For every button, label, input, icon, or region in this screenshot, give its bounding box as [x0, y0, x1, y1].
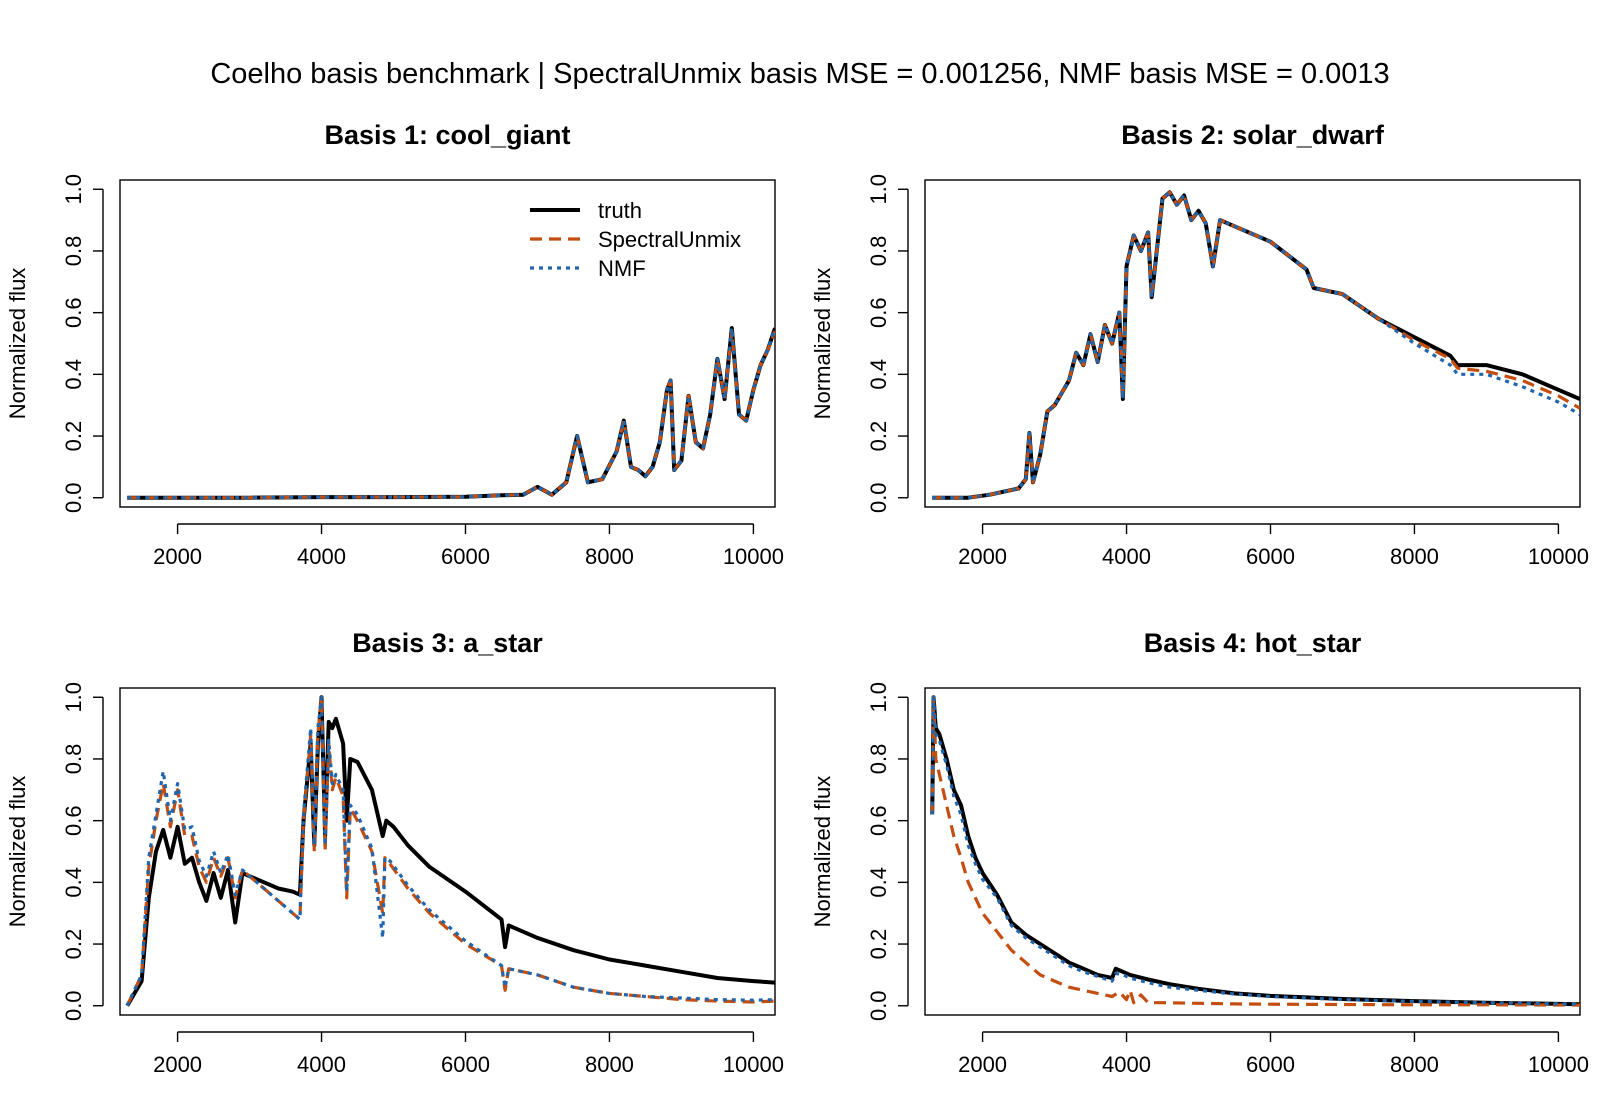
x-tick-label: 8000 [585, 1052, 634, 1077]
x-tick-label: 10000 [1528, 544, 1589, 569]
panel-title: Basis 4: hot_star [1144, 628, 1362, 658]
x-tick-label: 6000 [1246, 544, 1295, 569]
y-tick-label: 0.8 [61, 236, 86, 267]
y-tick-label: 0.0 [61, 990, 86, 1021]
x-tick-label: 6000 [441, 544, 490, 569]
y-tick-label: 0.8 [866, 236, 891, 267]
series-line-nmf [125, 695, 775, 1007]
y-tick-label: 0.6 [61, 297, 86, 328]
x-tick-label: 6000 [1246, 1052, 1295, 1077]
x-tick-label: 2000 [153, 1052, 202, 1077]
y-tick-label: 0.2 [61, 929, 86, 960]
plot-frame [119, 687, 776, 1016]
series-line-spectralunmix [127, 329, 775, 500]
y-axis-label: Normalized flux [810, 776, 835, 928]
series-line-nmf [932, 190, 1580, 500]
y-tick-label: 0.0 [866, 482, 891, 513]
x-tick-label: 10000 [723, 544, 784, 569]
x-tick-label: 10000 [1528, 1052, 1589, 1077]
x-tick-label: 4000 [1102, 544, 1151, 569]
series-line-spectralunmix [930, 695, 1580, 1007]
x-tick-label: 10000 [723, 1052, 784, 1077]
legend-label: truth [598, 198, 642, 223]
y-axis-label: Normalized flux [5, 776, 30, 928]
y-tick-label: 0.4 [61, 867, 86, 898]
panel-1: Basis 1: cool_giant 2000 4000 6000 8000 10000… [5, 120, 784, 569]
x-tick-label: 8000 [1390, 544, 1439, 569]
y-tick-label: 0.2 [61, 421, 86, 452]
y-tick-label: 1.0 [866, 174, 891, 205]
y-tick-label: 0.4 [866, 359, 891, 390]
panel-3: Basis 3: a_star 2000 4000 6000 8000 10000 0.0 0… [5, 628, 784, 1077]
panel-4: Basis 4: hot_star 2000 4000 6000 8000 10000 0.… [810, 628, 1589, 1077]
y-tick-label: 0.0 [866, 990, 891, 1021]
y-tick-label: 1.0 [61, 174, 86, 205]
figure-suptitle: Coelho basis benchmark | SpectralUnmix b… [210, 58, 1389, 90]
series-line-spectralunmix [125, 695, 775, 1007]
x-tick-label: 8000 [585, 544, 634, 569]
panel-title: Basis 1: cool_giant [324, 120, 570, 150]
x-tick-label: 2000 [153, 544, 202, 569]
y-tick-label: 1.0 [866, 682, 891, 713]
legend-label: SpectralUnmix [598, 227, 741, 252]
x-tick-label: 4000 [297, 544, 346, 569]
y-tick-label: 0.4 [61, 359, 86, 390]
series-line-truth [930, 695, 1580, 1007]
x-tick-label: 2000 [958, 544, 1007, 569]
panels: Basis 1: cool_giant 2000 4000 6000 8000 10000… [5, 120, 1589, 1077]
plot-frame [924, 179, 1581, 508]
plot-frame [924, 687, 1581, 1016]
y-tick-label: 0.4 [866, 867, 891, 898]
y-tick-label: 1.0 [61, 682, 86, 713]
y-tick-label: 0.6 [866, 805, 891, 836]
legend-label: NMF [598, 256, 646, 281]
series-line-truth [127, 326, 775, 500]
y-tick-label: 0.6 [866, 297, 891, 328]
y-tick-label: 0.2 [866, 929, 891, 960]
y-axis-label: Normalized flux [810, 268, 835, 420]
x-tick-label: 8000 [1390, 1052, 1439, 1077]
x-tick-label: 2000 [958, 1052, 1007, 1077]
series-line-nmf [127, 326, 775, 500]
panel-title: Basis 3: a_star [352, 628, 543, 658]
panel-2: Basis 2: solar_dwarf 2000 4000 6000 8000 1000… [810, 120, 1589, 569]
panel-title: Basis 2: solar_dwarf [1121, 120, 1385, 150]
y-tick-label: 0.6 [61, 805, 86, 836]
y-axis-label: Normalized flux [5, 268, 30, 420]
y-tick-label: 0.2 [866, 421, 891, 452]
x-tick-label: 4000 [297, 1052, 346, 1077]
legend: truth SpectralUnmix NMF [530, 198, 741, 281]
series-line-nmf [930, 695, 1580, 1006]
plot-frame [119, 179, 776, 508]
series-line-truth [125, 695, 775, 1007]
y-tick-label: 0.0 [61, 482, 86, 513]
y-tick-label: 0.8 [866, 744, 891, 775]
x-tick-label: 4000 [1102, 1052, 1151, 1077]
x-tick-label: 6000 [441, 1052, 490, 1077]
y-tick-label: 0.8 [61, 744, 86, 775]
